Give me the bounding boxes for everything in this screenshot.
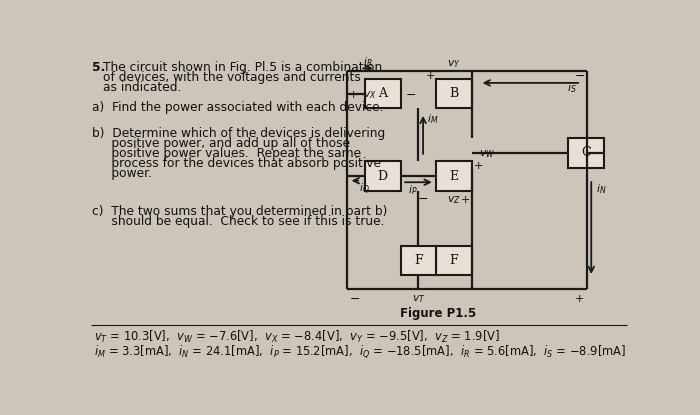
- Text: process for the devices that absorb positive: process for the devices that absorb posi…: [92, 157, 381, 170]
- Text: A: A: [378, 87, 387, 100]
- Text: +: +: [575, 294, 584, 304]
- Text: +: +: [473, 161, 483, 171]
- Text: $v_X$: $v_X$: [363, 89, 377, 101]
- Text: +: +: [349, 90, 358, 100]
- Text: −: −: [405, 89, 416, 102]
- Text: should be equal.  Check to see if this is true.: should be equal. Check to see if this is…: [92, 215, 385, 228]
- Text: power.: power.: [92, 167, 152, 180]
- Bar: [436, 79, 472, 108]
- Text: $v_Y$: $v_Y$: [447, 58, 461, 70]
- Text: positive power, and add up all of those: positive power, and add up all of those: [92, 137, 350, 150]
- Text: $i_M$: $i_M$: [427, 112, 438, 126]
- Text: $i_Q$: $i_Q$: [359, 182, 370, 198]
- Text: −: −: [418, 193, 428, 206]
- Bar: [436, 246, 472, 276]
- Text: Figure P1.5: Figure P1.5: [400, 307, 476, 320]
- Text: $v_T$ = 10.3[V],  $v_W$ = −7.6[V],  $v_X$ = −8.4[V],  $v_Y$ = −9.5[V],  $v_Z$ = : $v_T$ = 10.3[V], $v_W$ = −7.6[V], $v_X$ …: [94, 330, 500, 345]
- Text: +: +: [461, 195, 470, 205]
- Text: a)  Find the power associated with each device.: a) Find the power associated with each d…: [92, 100, 384, 114]
- Text: as indicated.: as indicated.: [103, 81, 181, 94]
- Text: positive power values.  Repeat the same: positive power values. Repeat the same: [92, 147, 361, 160]
- Text: E: E: [449, 170, 459, 183]
- Text: $i_M$ = 3.3[mA],  $i_N$ = 24.1[mA],  $i_P$ = 15.2[mA],  $i_Q$ = −18.5[mA],  $i_R: $i_M$ = 3.3[mA], $i_N$ = 24.1[mA], $i_P$…: [94, 343, 626, 360]
- Text: B: B: [449, 87, 459, 100]
- Text: +: +: [426, 71, 435, 81]
- Bar: [365, 161, 400, 191]
- Text: $i_R$: $i_R$: [363, 55, 373, 69]
- Text: $v_Z$: $v_Z$: [447, 194, 461, 206]
- Text: b)  Determine which of the devices is delivering: b) Determine which of the devices is del…: [92, 127, 386, 140]
- Bar: [436, 161, 472, 191]
- Text: $i_S$: $i_S$: [567, 81, 577, 95]
- Text: D: D: [378, 170, 388, 183]
- Bar: [400, 246, 436, 276]
- Text: $v_T$: $v_T$: [412, 293, 425, 305]
- Text: of devices, with the voltages and currents: of devices, with the voltages and curren…: [103, 71, 361, 83]
- Text: −: −: [349, 293, 360, 306]
- Text: 5.: 5.: [92, 61, 106, 73]
- Text: −: −: [575, 69, 585, 83]
- Text: F: F: [450, 254, 459, 267]
- Text: The circuit shown in Fig. Pl.5 is a combination: The circuit shown in Fig. Pl.5 is a comb…: [103, 61, 382, 73]
- Text: F: F: [414, 254, 423, 267]
- Text: c)  The two sums that you determined in part b): c) The two sums that you determined in p…: [92, 205, 388, 218]
- Text: C: C: [581, 146, 591, 159]
- Bar: [365, 79, 400, 108]
- Text: $i_P$: $i_P$: [408, 183, 418, 197]
- Text: $v_W$: $v_W$: [480, 149, 496, 161]
- Bar: [568, 138, 603, 168]
- Text: $i_N$: $i_N$: [596, 182, 607, 196]
